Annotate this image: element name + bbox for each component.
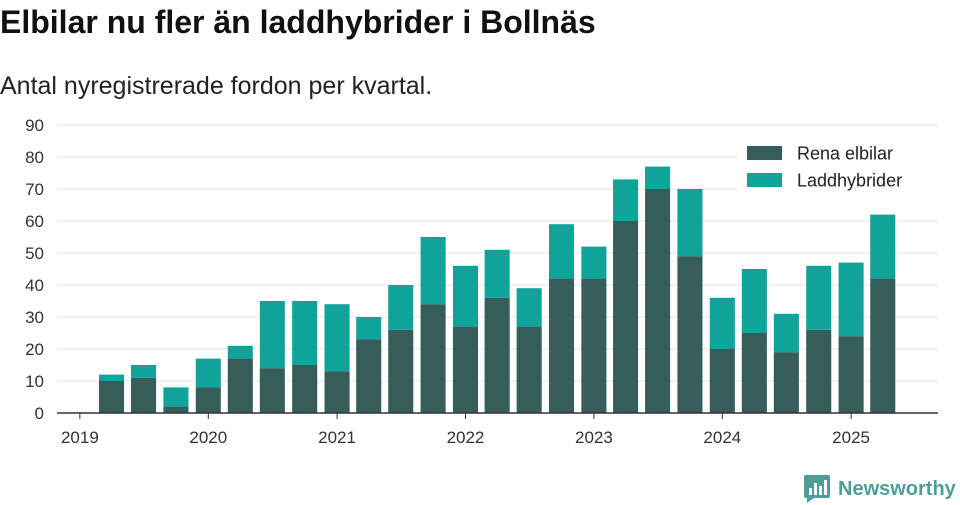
newsworthy-logo-text: Newsworthy bbox=[838, 478, 956, 500]
y-tick-label-30: 30 bbox=[25, 308, 44, 327]
bar-rena-elbilar-2021-07-01 bbox=[388, 329, 414, 413]
bar-laddhybrider-2024-04-01 bbox=[741, 269, 767, 333]
bar-laddhybrider-2024-07-01 bbox=[773, 313, 799, 353]
bar-rena-elbilar-2024-04-01 bbox=[741, 333, 767, 413]
bar-laddhybrider-2020-10-01 bbox=[292, 301, 318, 365]
bar-laddhybrider-2019-07-01 bbox=[131, 365, 157, 378]
bar-laddhybrider-2025-01-01 bbox=[838, 262, 864, 337]
bars bbox=[99, 166, 896, 413]
newsworthy-logo: Newsworthy bbox=[803, 474, 956, 504]
x-tick-label-2020: 2020 bbox=[189, 428, 227, 447]
y-tick-label-80: 80 bbox=[25, 148, 44, 167]
bar-rena-elbilar-2025-04-01 bbox=[870, 278, 896, 413]
chart-subtitle: Antal nyregistrerade fordon per kvartal. bbox=[0, 72, 433, 100]
legend-label-laddhybrider: Laddhybrider bbox=[797, 170, 902, 190]
y-axis-labels: 0 10 20 30 40 50 60 70 80 90 bbox=[25, 116, 44, 423]
y-tick-label-60: 60 bbox=[25, 212, 44, 231]
x-axis: 2019 2020 2021 2022 2023 2024 2025 bbox=[57, 412, 938, 447]
bar-laddhybrider-2019-04-01 bbox=[99, 374, 125, 381]
bar-laddhybrider-2022-10-01 bbox=[549, 224, 575, 279]
bar-laddhybrider-2023-04-01 bbox=[613, 179, 639, 221]
bar-rena-elbilar-2021-04-01 bbox=[356, 339, 382, 413]
bar-rena-elbilar-2024-07-01 bbox=[773, 352, 799, 413]
x-tick-label-2019: 2019 bbox=[61, 428, 99, 447]
bar-rena-elbilar-2023-04-01 bbox=[613, 221, 639, 413]
bar-chart-speech-bubble-icon bbox=[804, 475, 830, 503]
bar-laddhybrider-2025-04-01 bbox=[870, 214, 896, 279]
y-tick-label-0: 0 bbox=[35, 404, 44, 423]
bar-laddhybrider-2024-01-01 bbox=[709, 297, 735, 349]
y-tick-label-70: 70 bbox=[25, 180, 44, 199]
bar-laddhybrider-2021-04-01 bbox=[356, 317, 382, 340]
bar-laddhybrider-2019-10-01 bbox=[163, 387, 189, 407]
y-tick-label-20: 20 bbox=[25, 340, 44, 359]
bar-laddhybrider-2020-07-01 bbox=[259, 301, 285, 369]
x-tick-label-2021: 2021 bbox=[318, 428, 356, 447]
legend-label-rena-elbilar: Rena elbilar bbox=[797, 143, 893, 163]
bar-rena-elbilar-2023-10-01 bbox=[677, 256, 703, 413]
bar-rena-elbilar-2020-04-01 bbox=[227, 358, 253, 413]
x-tick-label-2025: 2025 bbox=[832, 428, 870, 447]
bar-rena-elbilar-2024-10-01 bbox=[806, 329, 832, 413]
bar-rena-elbilar-2022-07-01 bbox=[516, 326, 542, 413]
bar-rena-elbilar-2019-04-01 bbox=[99, 381, 125, 413]
bar-rena-elbilar-2020-01-01 bbox=[195, 387, 221, 413]
bar-rena-elbilar-2022-04-01 bbox=[484, 297, 510, 413]
bar-rena-elbilar-2019-10-01 bbox=[163, 406, 189, 413]
bar-rena-elbilar-2022-01-01 bbox=[452, 326, 479, 413]
legend-swatch-rena-elbilar bbox=[747, 146, 782, 160]
bar-rena-elbilar-2025-01-01 bbox=[838, 336, 864, 413]
bar-rena-elbilar-2021-01-01 bbox=[324, 371, 350, 413]
bar-rena-elbilar-2020-10-01 bbox=[292, 365, 318, 413]
x-tick-label-2024: 2024 bbox=[703, 428, 741, 447]
bar-laddhybrider-2020-04-01 bbox=[227, 345, 253, 359]
bar-laddhybrider-2021-10-01 bbox=[420, 237, 446, 305]
bar-laddhybrider-2023-07-01 bbox=[645, 166, 671, 189]
y-tick-label-50: 50 bbox=[25, 244, 44, 263]
bar-rena-elbilar-2024-01-01 bbox=[709, 349, 735, 413]
bar-laddhybrider-2022-07-01 bbox=[516, 288, 542, 327]
bar-laddhybrider-2023-01-01 bbox=[581, 246, 607, 279]
y-tick-label-90: 90 bbox=[25, 116, 44, 135]
bar-laddhybrider-2021-07-01 bbox=[388, 285, 414, 330]
bar-laddhybrider-2024-10-01 bbox=[806, 265, 832, 330]
x-tick-label-2023: 2023 bbox=[575, 428, 613, 447]
y-tick-label-10: 10 bbox=[25, 372, 44, 391]
bar-laddhybrider-2023-10-01 bbox=[677, 189, 703, 257]
bar-rena-elbilar-2023-07-01 bbox=[645, 189, 671, 413]
bar-rena-elbilar-2021-10-01 bbox=[420, 304, 446, 413]
bar-rena-elbilar-2022-10-01 bbox=[549, 278, 575, 413]
bar-rena-elbilar-2020-07-01 bbox=[259, 368, 285, 413]
legend-swatch-laddhybrider bbox=[747, 173, 782, 187]
bar-rena-elbilar-2023-01-01 bbox=[581, 278, 607, 413]
bar-laddhybrider-2022-04-01 bbox=[484, 249, 510, 298]
bar-laddhybrider-2021-01-01 bbox=[324, 304, 350, 372]
bar-laddhybrider-2022-01-01 bbox=[452, 265, 479, 327]
bar-laddhybrider-2020-01-01 bbox=[195, 358, 221, 388]
bar-rena-elbilar-2019-07-01 bbox=[131, 377, 157, 413]
y-tick-label-40: 40 bbox=[25, 276, 44, 295]
legend: Rena elbilar Laddhybrider bbox=[738, 139, 938, 196]
chart-title: Elbilar nu fler än laddhybrider i Bollnä… bbox=[0, 4, 596, 40]
x-tick-label-2022: 2022 bbox=[447, 428, 485, 447]
